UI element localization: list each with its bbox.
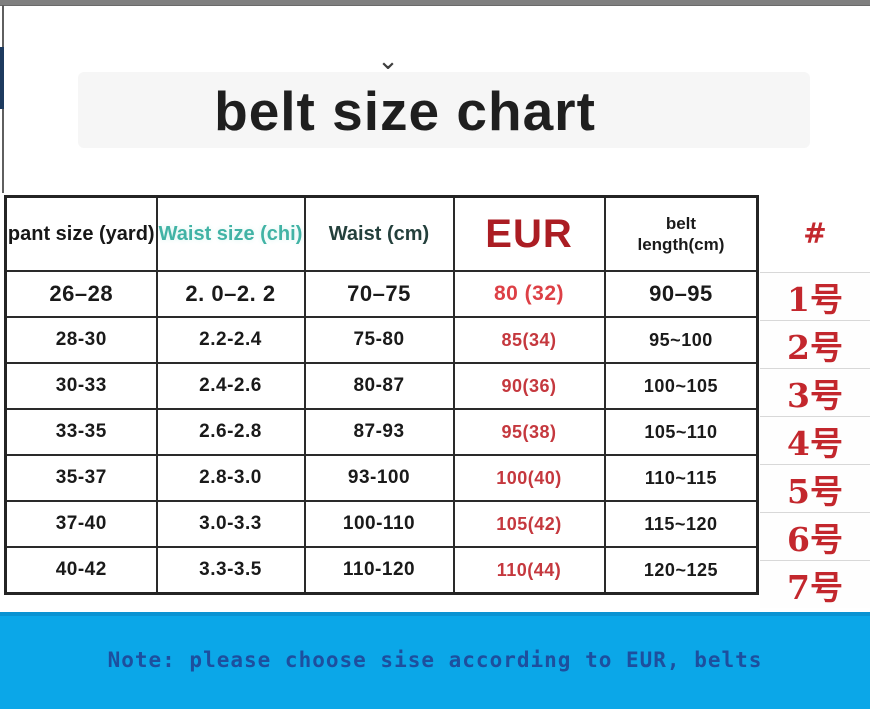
header-belt-length: belt length(cm) — [603, 195, 759, 272]
page-title: belt size chart — [214, 80, 596, 142]
table-row: 28-30 2.2-2.4 75-80 85(34) 95~100 — [4, 316, 759, 364]
cell-eur: 100(40) — [452, 454, 606, 502]
size-number-label: 3号 — [760, 368, 870, 416]
header-waist-cm: Waist (cm) — [303, 195, 455, 272]
belt-size-table: pant size (yard) Waist size (chi) Waist … — [4, 195, 760, 595]
cell-belt-length: 100~105 — [603, 362, 759, 410]
size-number-label: 2号 — [760, 320, 870, 368]
cell-waist-cm: 75-80 — [303, 316, 455, 364]
top-gray-bar — [0, 0, 870, 6]
cell-waist-size-chi: 3.0-3.3 — [155, 500, 306, 548]
size-number-label: 4号 — [760, 416, 870, 464]
cell-eur: 85(34) — [452, 316, 606, 364]
left-navy-strip — [0, 47, 4, 109]
cell-eur: 110(44) — [452, 546, 606, 595]
table-row: 33-35 2.6-2.8 87-93 95(38) 105~110 — [4, 408, 759, 456]
chevron-down-icon: ⌄ — [377, 45, 399, 75]
cell-eur: 90(36) — [452, 362, 606, 410]
size-number-label: 5号 — [760, 464, 870, 512]
cell-waist-cm: 80-87 — [303, 362, 455, 410]
table-row: 35-37 2.8-3.0 93-100 100(40) 110~115 — [4, 454, 759, 502]
cell-belt-length: 90–95 — [603, 270, 759, 318]
cell-belt-length: 95~100 — [603, 316, 759, 364]
cell-pant-size: 35-37 — [4, 454, 158, 502]
table-row: 26–28 2. 0–2. 2 70–75 80 (32) 90–95 — [4, 270, 759, 318]
cell-belt-length: 115~120 — [603, 500, 759, 548]
size-number-label: 6号 — [760, 512, 870, 560]
cell-eur: 80 (32) — [452, 270, 606, 318]
cell-belt-length: 105~110 — [603, 408, 759, 456]
cell-belt-length: 110~115 — [603, 454, 759, 502]
cell-pant-size: 30-33 — [4, 362, 158, 410]
side-column-header: # — [803, 217, 827, 250]
header-eur: EUR — [452, 195, 606, 272]
size-number-label: 7号 — [760, 560, 870, 608]
cell-waist-cm: 70–75 — [303, 270, 455, 318]
table-row: 40-42 3.3-3.5 110-120 110(44) 120~125 — [4, 546, 759, 595]
note-band — [0, 612, 870, 709]
side-number-column: # 1号 2号 3号 4号 5号 6号 7号 — [760, 195, 870, 610]
table-header-row: pant size (yard) Waist size (chi) Waist … — [4, 195, 759, 272]
cell-belt-length: 120~125 — [603, 546, 759, 595]
table-row: 37-40 3.0-3.3 100-110 105(42) 115~120 — [4, 500, 759, 548]
header-pant-size: pant size (yard) — [4, 195, 158, 272]
cell-waist-size-chi: 3.3-3.5 — [155, 546, 306, 595]
header-waist-size-chi: Waist size (chi) — [155, 195, 306, 272]
cell-pant-size: 28-30 — [4, 316, 158, 364]
cell-waist-size-chi: 2. 0–2. 2 — [155, 270, 306, 318]
cell-waist-cm: 110-120 — [303, 546, 455, 595]
size-number-label: 1号 — [760, 272, 870, 320]
cell-pant-size: 33-35 — [4, 408, 158, 456]
table-row: 30-33 2.4-2.6 80-87 90(36) 100~105 — [4, 362, 759, 410]
cell-pant-size: 37-40 — [4, 500, 158, 548]
cell-waist-size-chi: 2.4-2.6 — [155, 362, 306, 410]
side-number-column-list: 1号 2号 3号 4号 5号 6号 7号 — [760, 272, 870, 608]
cell-waist-size-chi: 2.8-3.0 — [155, 454, 306, 502]
cell-waist-size-chi: 2.2-2.4 — [155, 316, 306, 364]
cell-waist-cm: 100-110 — [303, 500, 455, 548]
cell-waist-cm: 93-100 — [303, 454, 455, 502]
note-text: Note: please choose sise according to EU… — [107, 648, 763, 672]
cell-eur: 95(38) — [452, 408, 606, 456]
table-body: 26–28 2. 0–2. 2 70–75 80 (32) 90–95 28-3… — [4, 270, 759, 595]
cell-pant-size: 26–28 — [4, 270, 158, 318]
cell-waist-cm: 87-93 — [303, 408, 455, 456]
cell-pant-size: 40-42 — [4, 546, 158, 595]
cell-waist-size-chi: 2.6-2.8 — [155, 408, 306, 456]
cell-eur: 105(42) — [452, 500, 606, 548]
title-background-band — [78, 72, 810, 148]
